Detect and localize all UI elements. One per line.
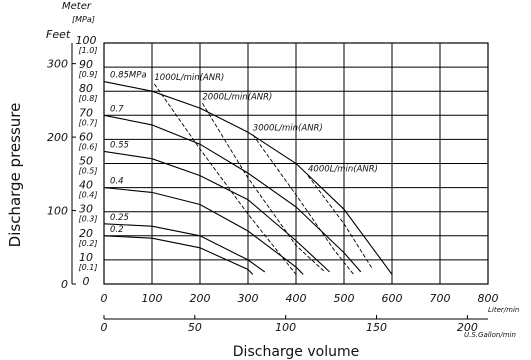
air-consumption-line <box>154 83 297 275</box>
x-liter-tick-label: 0 <box>101 292 108 305</box>
air-consumption-line <box>202 103 326 273</box>
y-mpa-tick-label: [0.9] <box>79 70 98 79</box>
y-meter-tick-label: 70 <box>79 106 93 119</box>
x-axis-title: Discharge volume <box>233 344 359 360</box>
pressure-curve <box>103 114 362 273</box>
y-meter-tick-label: 50 <box>79 155 93 168</box>
pressure-curve-label: 0.7 <box>110 104 124 114</box>
x-gallon-tick-label: 100 <box>275 321 296 334</box>
air-consumption-label: 4000L/min(ANR) <box>308 165 378 175</box>
air-consumption-label: 2000L/min(ANR) <box>202 92 272 102</box>
y-feet-tick-label: 200 <box>47 131 68 144</box>
pressure-curve <box>103 223 266 273</box>
y-mpa-tick-label: [0.2] <box>79 239 98 248</box>
pressure-curves <box>103 81 393 275</box>
y-meter-tick-label: 90 <box>79 58 93 71</box>
y-meter-tick-label: 30 <box>79 203 93 216</box>
mpa-unit-label: [MPa] <box>72 15 95 24</box>
y-meter-tick-label: 0 <box>83 275 90 288</box>
pressure-curve-label: 0.4 <box>110 177 124 187</box>
y-mpa-tick-label: [0.8] <box>79 94 98 103</box>
x-liter-tick-label: 600 <box>382 292 403 305</box>
feet-unit-label: Feet <box>46 28 71 41</box>
x-liter-tick-label: 100 <box>142 292 163 305</box>
y-meter-tick-label: 20 <box>79 227 93 240</box>
gallon-unit-label: U.S.Gallon/min <box>464 331 516 339</box>
y-mpa-tick-label: [0.3] <box>79 215 98 224</box>
y-mpa-tick-label: [1.0] <box>79 46 98 55</box>
pressure-curve <box>103 187 304 275</box>
x-liter-tick-label: 400 <box>286 292 307 305</box>
y-axis-title: Discharge pressure <box>6 103 24 248</box>
air-consumption-line <box>307 175 374 270</box>
x-liter-tick-label: 700 <box>430 292 451 305</box>
x-gallon-tick-label: 150 <box>366 321 387 334</box>
pressure-curve-label: 0.25 <box>110 213 129 223</box>
y-feet-tick-label: 300 <box>47 58 68 71</box>
meter-unit-label: Meter <box>62 1 92 12</box>
x-gallon-tick-label: 50 <box>188 321 202 334</box>
pressure-curve-label: 0.55 <box>110 140 129 150</box>
pressure-curve <box>103 235 254 275</box>
pressure-curve <box>103 150 330 273</box>
y-meter-tick-label: 40 <box>79 179 93 192</box>
curve-labels: 0.85MPa 0.7 0.55 0.4 0.25 0.2 1000L/min(ANR) 20… <box>110 71 378 235</box>
y-meter-tick-label: 60 <box>79 130 93 143</box>
air-consumption-line <box>252 134 354 275</box>
liter-unit-label: Liter/min <box>488 306 519 314</box>
y-feet-tick-label: 100 <box>47 205 68 218</box>
y-meter-tick-label: 100 <box>76 34 97 47</box>
x-liter-tick-label: 200 <box>190 292 211 305</box>
y-mpa-tick-label: [0.1] <box>79 263 98 272</box>
pressure-curve <box>103 81 393 275</box>
y-feet-tick-label: 0 <box>61 278 68 291</box>
pressure-curve-label: 0.85MPa <box>110 71 147 81</box>
x-gallon-tick-label: 200 <box>457 321 478 334</box>
air-consumption-curves <box>154 83 374 275</box>
y-meter-tick-label: 10 <box>79 251 93 264</box>
air-consumption-label: 3000L/min(ANR) <box>253 124 323 134</box>
y-meter-tick-label: 80 <box>79 82 93 95</box>
air-consumption-label: 1000L/min(ANR) <box>154 73 224 83</box>
y-mpa-tick-label: [0.4] <box>79 191 98 200</box>
tick-labels: 0 100 200 300 400 500 600 700 800010203040506070… <box>47 34 499 334</box>
y-mpa-tick-label: [0.5] <box>79 167 98 176</box>
x-liter-tick-label: 800 <box>478 292 499 305</box>
x-gallon-tick-label: 0 <box>101 321 108 334</box>
y-mpa-tick-label: [0.6] <box>79 142 98 151</box>
pressure-curve-label: 0.2 <box>110 225 124 235</box>
x-liter-tick-label: 300 <box>238 292 259 305</box>
y-mpa-tick-label: [0.7] <box>79 118 98 127</box>
x-liter-tick-label: 500 <box>334 292 355 305</box>
